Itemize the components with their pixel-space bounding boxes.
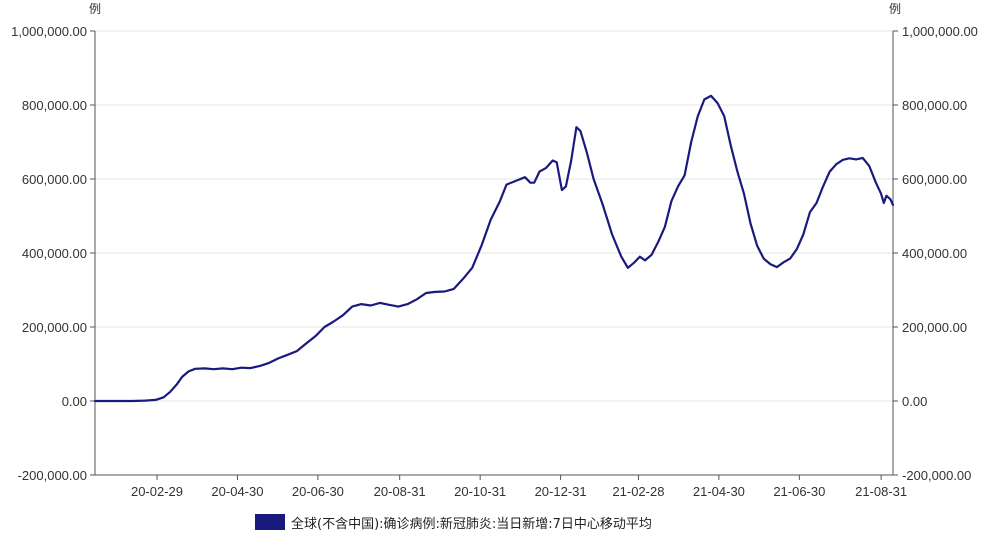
y-tick-label-right: 600,000.00 <box>902 172 967 187</box>
x-tick-label: 20-02-29 <box>131 484 183 499</box>
y-axis-left-ticks: -200,000.00 0.00 200,000.00 400,000.00 600,0… <box>11 24 95 483</box>
x-tick-label: 20-06-30 <box>292 484 344 499</box>
y-tick-label-left: 200,000.00 <box>22 320 87 335</box>
y-tick-label-left: -200,000.00 <box>18 468 87 483</box>
y-tick-label-right: 0.00 <box>902 394 927 409</box>
x-tick-label: 21-02-28 <box>612 484 664 499</box>
x-tick-label: 20-10-31 <box>454 484 506 499</box>
x-tick-label: 20-08-31 <box>374 484 426 499</box>
y-axis-right-unit: 例 <box>889 2 901 16</box>
y-tick-label-left: 400,000.00 <box>22 246 87 261</box>
x-tick-label: 20-04-30 <box>211 484 263 499</box>
y-tick-label-right: 400,000.00 <box>902 246 967 261</box>
x-tick-label: 20-12-31 <box>535 484 587 499</box>
legend-label: 全球(不含中国):确诊病例:新冠肺炎:当日新增:7日中心移动平均 <box>291 516 652 532</box>
x-tick-label: 21-08-31 <box>855 484 907 499</box>
y-tick-label-right: 1,000,000.00 <box>902 24 978 39</box>
x-tick-label: 21-04-30 <box>693 484 745 499</box>
x-axis-ticks: 20-02-29 20-04-30 20-06-30 20-08-31 20-10-31… <box>131 475 907 499</box>
y-tick-label-left: 800,000.00 <box>22 98 87 113</box>
y-axis-right-ticks: -200,000.00 0.00 200,000.00 400,000.00 600,0… <box>893 24 978 483</box>
y-tick-label-left: 0.00 <box>62 394 87 409</box>
y-tick-label-left: 1,000,000.00 <box>11 24 87 39</box>
x-tick-label: 21-06-30 <box>773 484 825 499</box>
y-tick-label-right: 200,000.00 <box>902 320 967 335</box>
grid-lines <box>95 30 893 476</box>
y-tick-label-left: 600,000.00 <box>22 172 87 187</box>
y-tick-label-right: 800,000.00 <box>902 98 967 113</box>
y-tick-label-right: -200,000.00 <box>902 468 971 483</box>
series-layer <box>93 94 895 403</box>
series-line <box>93 94 895 403</box>
legend: 全球(不含中国):确诊病例:新冠肺炎:当日新增:7日中心移动平均 <box>255 513 652 532</box>
legend-swatch <box>255 514 285 530</box>
y-axis-left-unit: 例 <box>89 2 101 16</box>
